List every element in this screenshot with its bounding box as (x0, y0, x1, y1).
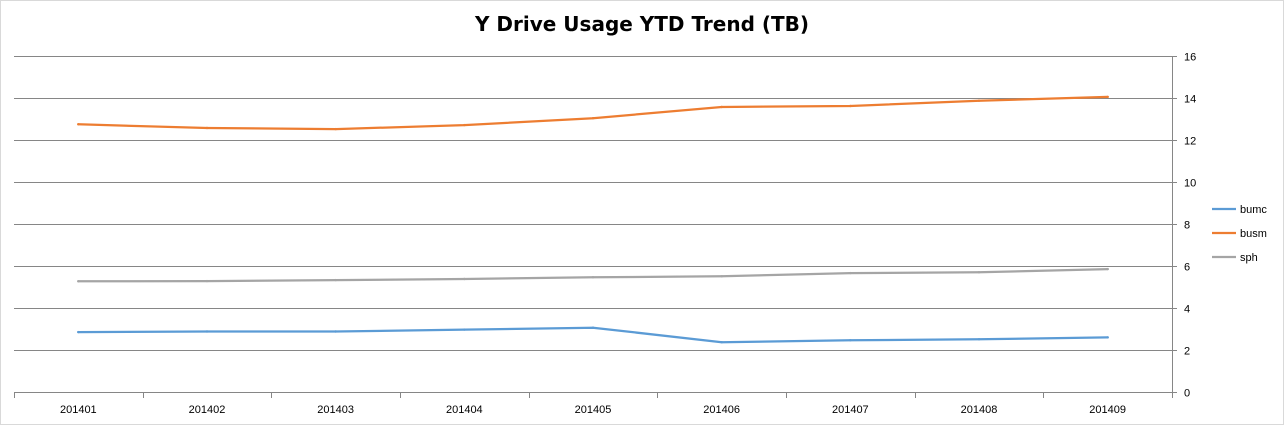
x-tick-label: 201403 (317, 404, 354, 416)
y-tick-label: 6 (1184, 262, 1190, 274)
legend-label-bumc: bumc (1240, 204, 1267, 216)
series-line-busm (77, 95, 1109, 131)
data-point-sph (849, 271, 852, 275)
data-point-sph (334, 278, 337, 282)
x-tick-label: 201409 (1089, 404, 1126, 416)
y-tick-label: 16 (1184, 52, 1196, 64)
data-point-bumc (334, 330, 337, 333)
data-point-busm (77, 123, 80, 126)
data-point-bumc (977, 338, 981, 341)
y-tick-label: 10 (1184, 178, 1196, 190)
data-point-busm (977, 99, 981, 102)
data-point-bumc (720, 341, 723, 344)
data-point-bumc (77, 330, 80, 334)
data-point-busm (463, 123, 466, 127)
data-point-bumc (1106, 336, 1109, 339)
data-point-sph (205, 279, 209, 283)
x-tick-label: 201406 (703, 404, 740, 416)
x-tick-label: 201405 (575, 404, 612, 416)
legend: bumc busm sph (1212, 204, 1267, 264)
y-tick-label: 0 (1184, 388, 1190, 400)
data-point-bumc (591, 326, 595, 329)
data-point-sph (77, 280, 80, 283)
y-tick-label: 4 (1184, 304, 1190, 316)
x-tick-label: 201402 (189, 404, 226, 416)
data-point-bumc (205, 330, 209, 333)
x-tick-label: 201401 (60, 404, 97, 416)
data-point-busm (849, 104, 852, 108)
data-point-sph (977, 271, 981, 274)
data-point-sph (1106, 267, 1109, 271)
legend-label-sph: sph (1240, 252, 1258, 264)
data-point-sph (591, 276, 595, 279)
data-point-busm (205, 126, 209, 130)
data-point-busm (720, 105, 723, 109)
x-tick-label: 201407 (832, 404, 869, 416)
series-lines (77, 95, 1109, 344)
y-tick-label: 14 (1184, 94, 1196, 106)
data-point-sph (720, 275, 723, 278)
data-point-busm (1106, 95, 1109, 99)
data-point-sph (463, 277, 466, 281)
series-line-bumc (77, 326, 1109, 344)
x-tick-label: 201408 (961, 404, 998, 416)
y-tick-label: 8 (1184, 220, 1190, 232)
y-tick-label: 2 (1184, 346, 1190, 358)
tick-labels: 0 2 4 6 8 10 12 14 16 201401 201402 201403 201404 201… (60, 52, 1196, 417)
data-point-bumc (463, 328, 466, 331)
data-point-busm (334, 127, 337, 131)
data-point-bumc (849, 339, 852, 342)
gridlines (14, 56, 1172, 351)
series-line-sph (77, 267, 1109, 283)
y-tick-label: 12 (1184, 136, 1196, 148)
data-point-busm (591, 117, 595, 120)
chart-title: Y Drive Usage YTD Trend (TB) (474, 12, 810, 36)
legend-label-busm: busm (1240, 228, 1267, 240)
x-tick-label: 201404 (446, 404, 483, 416)
axes (14, 56, 1177, 398)
